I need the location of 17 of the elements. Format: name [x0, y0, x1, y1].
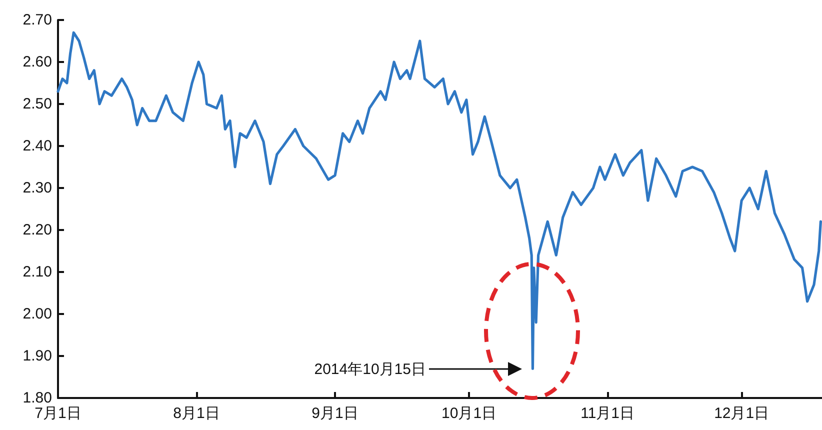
y-tick-label: 1.90 — [22, 348, 52, 364]
x-tick-label: 12月1日 — [714, 405, 770, 422]
y-tick-label: 2.10 — [22, 264, 52, 280]
y-tick-label: 2.00 — [22, 306, 52, 322]
y-tick-label: 2.60 — [22, 54, 52, 70]
y-tick-label: 2.40 — [22, 138, 52, 154]
x-tick-label: 9月1日 — [312, 405, 358, 422]
x-tick-label: 11月1日 — [580, 405, 635, 422]
x-tick-label: 10月1日 — [442, 405, 497, 422]
x-tick-label: 8月1日 — [173, 405, 220, 422]
y-tick-label: 1.80 — [22, 390, 52, 406]
y-tick-label: 2.20 — [22, 222, 52, 238]
x-tick-label: 7月1日 — [34, 405, 82, 422]
y-tick-label: 2.30 — [22, 180, 52, 196]
annotation: 2014年10月15日 — [314, 360, 426, 379]
y-tick-label: 2.50 — [22, 96, 52, 112]
y-tick-label: 2.70 — [22, 12, 52, 28]
